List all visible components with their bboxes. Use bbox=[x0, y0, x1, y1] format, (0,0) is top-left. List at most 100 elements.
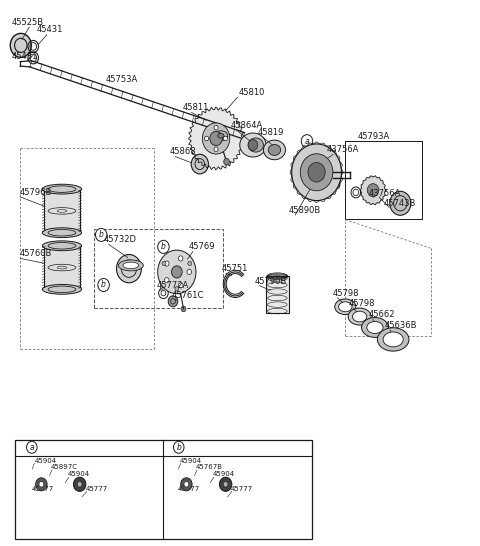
Text: b: b bbox=[101, 281, 106, 289]
Ellipse shape bbox=[42, 184, 82, 194]
Circle shape bbox=[300, 154, 333, 191]
Circle shape bbox=[224, 136, 228, 141]
Text: 45732D: 45732D bbox=[104, 235, 137, 244]
Circle shape bbox=[219, 477, 232, 491]
Ellipse shape bbox=[42, 284, 82, 294]
Text: 43756A: 43756A bbox=[368, 189, 401, 198]
Polygon shape bbox=[360, 176, 386, 205]
Bar bbox=[266, 276, 289, 313]
Circle shape bbox=[205, 480, 212, 488]
Text: 45897C: 45897C bbox=[51, 464, 78, 470]
Text: b: b bbox=[161, 242, 166, 251]
Text: 45525B: 45525B bbox=[11, 18, 43, 27]
Text: 45904: 45904 bbox=[180, 458, 202, 464]
Ellipse shape bbox=[268, 145, 281, 156]
Ellipse shape bbox=[42, 241, 82, 251]
Text: 45864A: 45864A bbox=[230, 121, 263, 130]
Circle shape bbox=[96, 228, 107, 241]
Ellipse shape bbox=[352, 311, 367, 322]
Circle shape bbox=[210, 132, 222, 146]
Circle shape bbox=[45, 472, 52, 481]
Circle shape bbox=[181, 306, 186, 312]
Ellipse shape bbox=[214, 131, 228, 141]
Circle shape bbox=[203, 123, 230, 154]
Circle shape bbox=[184, 482, 189, 487]
Circle shape bbox=[223, 494, 230, 502]
Ellipse shape bbox=[119, 260, 144, 271]
Circle shape bbox=[190, 472, 197, 481]
Circle shape bbox=[292, 144, 341, 200]
Circle shape bbox=[73, 477, 86, 491]
Circle shape bbox=[224, 158, 229, 165]
Text: b: b bbox=[99, 230, 104, 239]
Text: 45636B: 45636B bbox=[384, 321, 417, 330]
Circle shape bbox=[214, 147, 218, 151]
Text: 45904: 45904 bbox=[213, 471, 235, 477]
Text: 45777: 45777 bbox=[230, 486, 252, 492]
Circle shape bbox=[78, 494, 84, 502]
Circle shape bbox=[367, 183, 379, 197]
Text: 45751: 45751 bbox=[222, 264, 248, 273]
Circle shape bbox=[10, 33, 31, 57]
Polygon shape bbox=[189, 107, 244, 170]
Text: a: a bbox=[305, 136, 309, 146]
Text: 45777: 45777 bbox=[86, 486, 108, 492]
Ellipse shape bbox=[42, 228, 82, 238]
Circle shape bbox=[179, 256, 183, 261]
Circle shape bbox=[191, 155, 208, 174]
Circle shape bbox=[223, 482, 228, 487]
Text: 45743B: 45743B bbox=[384, 199, 416, 207]
Text: 43756A: 43756A bbox=[326, 145, 359, 155]
Ellipse shape bbox=[338, 302, 352, 312]
Bar bbox=[44, 246, 80, 289]
Circle shape bbox=[165, 261, 169, 266]
Text: 45811: 45811 bbox=[182, 103, 209, 112]
Circle shape bbox=[174, 466, 181, 474]
Bar bbox=[44, 189, 80, 233]
Text: 45819: 45819 bbox=[257, 128, 284, 138]
Text: a: a bbox=[29, 443, 34, 452]
Circle shape bbox=[301, 135, 313, 148]
Circle shape bbox=[168, 296, 178, 307]
Text: 45662: 45662 bbox=[368, 310, 395, 319]
Circle shape bbox=[98, 278, 109, 292]
Ellipse shape bbox=[383, 332, 403, 347]
Circle shape bbox=[180, 478, 192, 491]
Circle shape bbox=[39, 482, 44, 487]
Circle shape bbox=[187, 269, 192, 275]
Ellipse shape bbox=[377, 328, 409, 351]
Circle shape bbox=[28, 466, 35, 474]
Ellipse shape bbox=[367, 322, 383, 334]
Ellipse shape bbox=[335, 299, 356, 314]
Ellipse shape bbox=[240, 133, 266, 157]
Circle shape bbox=[117, 254, 142, 283]
Circle shape bbox=[214, 126, 218, 130]
Circle shape bbox=[175, 287, 179, 291]
Circle shape bbox=[60, 480, 67, 488]
Text: 45796B: 45796B bbox=[20, 188, 52, 197]
Circle shape bbox=[390, 191, 411, 215]
Ellipse shape bbox=[361, 318, 388, 337]
Ellipse shape bbox=[348, 308, 371, 325]
Text: 45767B: 45767B bbox=[196, 464, 223, 470]
Circle shape bbox=[308, 163, 325, 182]
Text: 45761C: 45761C bbox=[172, 291, 204, 300]
Circle shape bbox=[171, 266, 182, 278]
Text: 45753A: 45753A bbox=[106, 75, 138, 84]
Circle shape bbox=[157, 240, 169, 253]
Ellipse shape bbox=[248, 138, 264, 152]
Text: 45868: 45868 bbox=[169, 147, 196, 157]
Text: b: b bbox=[176, 443, 181, 452]
Text: 45798: 45798 bbox=[348, 299, 375, 308]
Circle shape bbox=[165, 277, 169, 283]
Ellipse shape bbox=[123, 262, 139, 269]
Circle shape bbox=[173, 441, 184, 453]
Bar bbox=[15, 440, 312, 539]
Circle shape bbox=[77, 482, 82, 487]
Circle shape bbox=[188, 261, 192, 265]
Text: 45431: 45431 bbox=[11, 52, 37, 61]
Text: 45431: 45431 bbox=[36, 26, 63, 34]
Text: 45904: 45904 bbox=[34, 458, 56, 464]
Text: 45772A: 45772A bbox=[156, 281, 189, 290]
Text: 45904: 45904 bbox=[68, 471, 90, 477]
